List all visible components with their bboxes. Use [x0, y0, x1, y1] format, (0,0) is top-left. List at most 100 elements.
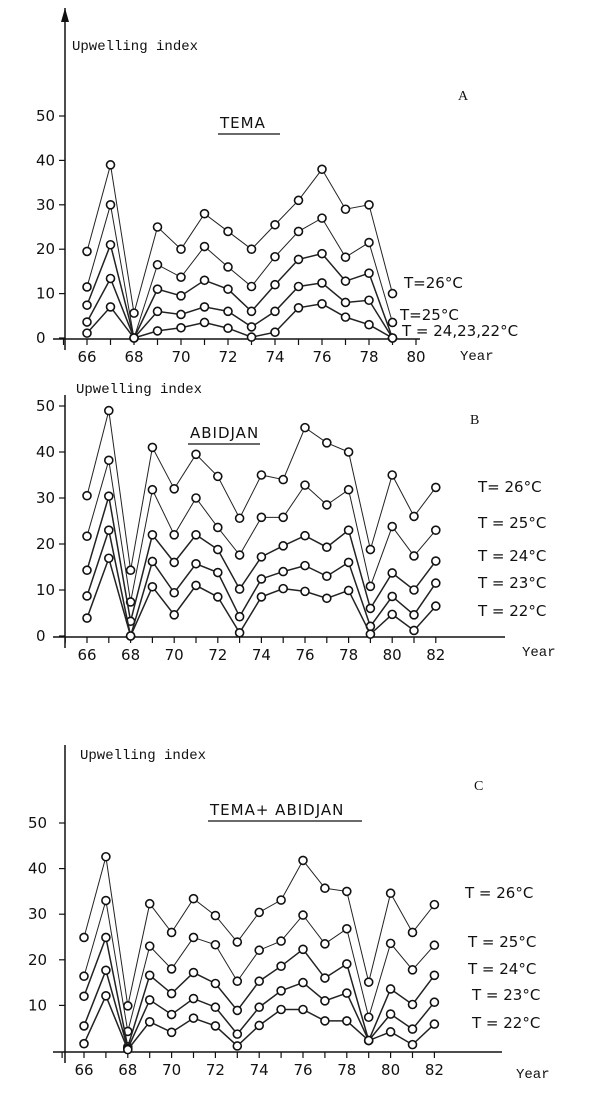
y-tick-label: 50: [28, 814, 47, 832]
data-point: [293, 195, 304, 206]
series-line: [86, 204, 393, 339]
series-2: [82, 491, 441, 627]
data-point: [246, 244, 257, 254]
series-label: T = 25°C: [477, 514, 546, 532]
data-point: [385, 1027, 396, 1037]
data-point: [300, 530, 310, 541]
x-tick-label: 74: [265, 348, 284, 366]
data-point: [234, 584, 245, 594]
series-1: [79, 895, 440, 1037]
data-point: [166, 964, 177, 974]
data-point: [320, 996, 330, 1006]
data-point: [169, 610, 179, 620]
data-point: [409, 511, 419, 522]
data-point: [429, 1019, 440, 1029]
data-point: [387, 591, 398, 602]
series-line: [86, 242, 394, 341]
y-tick-label: 30: [36, 196, 55, 214]
data-point: [321, 593, 332, 604]
data-point: [104, 525, 114, 536]
data-point: [147, 556, 158, 567]
data-point: [82, 613, 92, 623]
x-tick-label: 76: [293, 1061, 312, 1079]
data-point: [278, 566, 289, 577]
x-tick-label: 80: [383, 646, 402, 664]
x-tick-label: 72: [208, 646, 227, 664]
data-point: [363, 977, 374, 987]
data-point: [125, 631, 136, 641]
series-0: [79, 851, 440, 1011]
data-point: [256, 592, 267, 602]
data-point: [341, 923, 352, 934]
data-point: [144, 970, 155, 981]
data-point: [199, 275, 210, 286]
data-point: [101, 895, 111, 906]
data-point: [129, 308, 139, 318]
data-point: [343, 557, 354, 568]
data-point: [340, 312, 351, 322]
x-tick-label: 80: [381, 1061, 400, 1079]
data-point: [254, 1020, 265, 1031]
data-point: [101, 851, 111, 862]
data-point: [278, 474, 289, 485]
x-tick-label: 66: [77, 348, 96, 366]
series-label: T = 22°C: [471, 1014, 540, 1032]
data-point: [341, 1016, 352, 1026]
data-point: [210, 1021, 221, 1031]
x-tick-label: 82: [425, 1061, 444, 1079]
data-point: [387, 609, 398, 620]
data-point: [79, 971, 89, 982]
data-point: [385, 888, 396, 899]
data-point: [169, 557, 179, 568]
data-point: [232, 1005, 243, 1016]
x-tick-label: 70: [171, 348, 190, 366]
data-point: [210, 978, 221, 989]
data-point: [270, 219, 280, 230]
data-point: [199, 208, 210, 219]
data-point: [213, 592, 223, 602]
data-point: [223, 262, 233, 272]
x-axis-label: Year: [522, 645, 556, 661]
data-point: [256, 574, 267, 584]
data-point: [152, 259, 163, 270]
series-label: T = 23°C: [477, 574, 546, 592]
data-point: [191, 580, 201, 591]
data-point: [188, 1013, 199, 1023]
data-point: [199, 317, 210, 328]
data-point: [254, 976, 265, 987]
data-point: [123, 1044, 133, 1055]
data-point: [188, 932, 199, 943]
data-point: [246, 281, 257, 292]
data-point: [105, 302, 116, 312]
data-point: [169, 587, 179, 598]
data-point: [256, 512, 267, 523]
series-label: T = 25°C: [467, 933, 536, 951]
x-tick-label: 72: [206, 1061, 225, 1079]
series-0: [82, 160, 398, 318]
data-point: [246, 306, 257, 317]
data-point: [256, 552, 267, 562]
data-point: [125, 565, 136, 576]
data-point: [387, 288, 398, 299]
data-point: [298, 855, 308, 866]
data-point: [210, 939, 221, 950]
data-point: [104, 491, 114, 501]
data-point: [232, 937, 243, 947]
data-point: [430, 578, 441, 588]
data-point: [82, 591, 92, 601]
x-tick-label: 68: [118, 1061, 137, 1079]
data-point: [191, 558, 201, 569]
series-0: [82, 405, 441, 576]
data-point: [82, 300, 92, 310]
y-tick-label: 10: [36, 581, 55, 599]
data-point: [343, 484, 354, 495]
data-point: [409, 551, 419, 561]
series-1: [82, 455, 441, 607]
data-point: [321, 500, 332, 510]
data-point: [82, 565, 92, 576]
data-point: [213, 567, 223, 578]
data-point: [191, 493, 201, 503]
data-point: [147, 484, 158, 495]
data-point: [270, 279, 280, 290]
